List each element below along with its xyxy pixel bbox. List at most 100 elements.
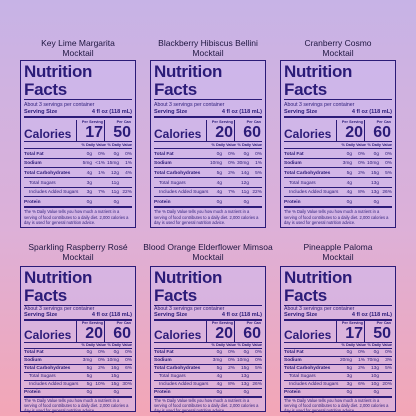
nutrient-value: 5g: [346, 171, 352, 177]
dv-label: % Daily Value: [107, 143, 132, 148]
dv-label: % Daily Value: [81, 343, 106, 347]
daily-value-header: % Daily Value% Daily Value: [284, 343, 392, 349]
nutrient-value: 3g: [346, 382, 352, 387]
column-header: Per Can: [376, 321, 391, 325]
nutrient-row: Total Sugars 5g 15g: [24, 373, 132, 381]
calories-value: 60: [113, 325, 131, 342]
serving-size-value: 4 fl oz (118 mL): [221, 312, 262, 318]
nutrient-label: Sodium: [154, 358, 172, 363]
servings: About 3 servings per container: [284, 101, 355, 108]
nutrient-value: 4g: [346, 180, 352, 186]
cell: [92, 180, 105, 187]
title-line: Mocktail: [62, 48, 94, 58]
nutrient-value: 0g: [113, 199, 119, 205]
panel-title: Sparkling Raspberry Rosé Mocktail: [10, 242, 146, 262]
panel-title: Blackberry Hibiscus Bellini Mocktail: [140, 38, 276, 58]
nutrient-row: Total Fat 0g 0% 0g 0%: [24, 349, 132, 357]
nutrient-value: 5%: [385, 171, 392, 177]
title-line: Sparkling Raspberry Rosé: [28, 242, 128, 252]
heading: Nutrition Facts: [154, 63, 262, 100]
nutrient-row: Includes Added Sugars 3g 7% 11g 22%: [24, 189, 132, 198]
nutrient-value: 13g: [370, 180, 379, 186]
nutrient-value: 0%: [255, 350, 262, 355]
nutrient-label: Total Carbohydrates: [154, 366, 201, 371]
nutrient-value: 13g: [240, 382, 249, 387]
calories-value: 17: [345, 325, 363, 342]
serving-size-label: Serving Size: [154, 109, 188, 116]
nutrient-value: 1%: [255, 161, 262, 167]
nutrient-label: Total Fat: [154, 151, 174, 157]
calories-box: Per Serving 20: [336, 119, 364, 141]
column-header: Per Serving: [81, 321, 103, 325]
cell: [222, 199, 235, 206]
calories-box: Per Can 50: [364, 321, 392, 342]
nutrient-label: Total Carbohydrates: [284, 171, 331, 177]
calories-value: 20: [345, 123, 363, 141]
nutrient-value: 0%: [358, 350, 365, 355]
nutrient-value: 0%: [358, 161, 365, 167]
footnote: The % Daily Value tells you how much a n…: [284, 209, 389, 225]
cell: [379, 199, 392, 206]
nutrient-value: 4g: [86, 171, 92, 177]
nutrient-value: 10mg: [107, 358, 119, 363]
nutrient-label: Total Fat: [284, 350, 304, 355]
nutrient-value: 2%: [358, 366, 365, 371]
nutrient-value: 0%: [98, 358, 105, 363]
daily-value-header: % Daily Value% Daily Value: [284, 143, 392, 150]
nutrient-label: Total Carbohydrates: [24, 366, 71, 371]
nutrient-value: 15mg: [107, 161, 119, 167]
calories-row: Calories Per Serving 20 Per Can 60: [154, 119, 262, 142]
nutrient-value: 0%: [125, 151, 132, 157]
nutrient-row: Total Carbohydrates 5g 2% 15g 5%: [154, 365, 262, 373]
nutrient-label: Includes Added Sugars: [29, 382, 79, 387]
nutrient-value: 1%: [98, 171, 105, 177]
nutrient-value: 0%: [125, 350, 132, 355]
nutrient-label: Total Sugars: [159, 374, 186, 379]
nutrient-value: 0%: [228, 350, 235, 355]
calories-label: Calories: [24, 126, 72, 141]
nutrient-value: 15g: [240, 366, 249, 371]
cell: [379, 180, 392, 187]
nutrient-value: 0g: [216, 199, 222, 205]
nutrient-label: Protein: [24, 199, 41, 205]
nutrient-value: 2%: [358, 171, 365, 177]
nutrient-value: 4%: [125, 171, 132, 177]
nutrient-value: 10mg: [367, 161, 379, 167]
nutrient-label: Total Fat: [24, 350, 44, 355]
cell: [249, 389, 262, 396]
nutrient-value: 5g: [216, 366, 222, 371]
nutrient-value: 0g: [373, 390, 379, 395]
calories-box: Per Serving 17: [76, 119, 104, 141]
nutrient-value: 10mg: [237, 358, 249, 363]
nutrition-panel: Nutrition Facts About 3 servings per cont…: [280, 60, 396, 228]
calories-box: Per Can 60: [104, 321, 132, 342]
cell: [119, 180, 132, 187]
nutrient-value: 2%: [98, 366, 105, 371]
nutrient-label: Total Sugars: [29, 374, 56, 379]
nutrient-row: Includes Added Sugars 4g 8% 13g 26%: [284, 189, 392, 198]
nutrient-label: Protein: [284, 390, 301, 395]
nutrient-value: 0g: [373, 199, 379, 205]
heading: Nutrition Facts: [24, 63, 132, 100]
column-header: Per Can: [246, 321, 261, 325]
serving-size-label: Serving Size: [24, 109, 58, 116]
nutrient-value: 14g: [240, 171, 249, 177]
dv-label: % Daily Value: [211, 143, 236, 148]
nutrient-value: 20%: [382, 382, 392, 387]
cell: [352, 199, 365, 206]
nutrient-row: Total Sugars 3g 11g: [24, 180, 132, 188]
dv-label: % Daily Value: [367, 343, 392, 347]
nutrient-value: 11g: [241, 190, 249, 196]
nutrient-value: 0g: [86, 390, 92, 395]
nutrient-row: Total Carbohydrates 5g 2% 15g 5%: [284, 170, 392, 179]
title-line: Mocktail: [192, 252, 224, 262]
nutrient-value: 1%: [358, 358, 365, 363]
nutrient-value: 0g: [243, 390, 249, 395]
calories-value: 50: [113, 123, 131, 141]
nutrient-value: 0g: [373, 350, 379, 355]
nutrient-value: 5%: [255, 366, 262, 371]
nutrient-label: Protein: [154, 390, 171, 395]
nutrient-label: Protein: [284, 199, 301, 205]
nutrient-row: Total Fat 0g 0% 0g 0%: [24, 151, 132, 159]
serving-size: Serving Size 4 fl oz (118 mL): [284, 109, 392, 119]
